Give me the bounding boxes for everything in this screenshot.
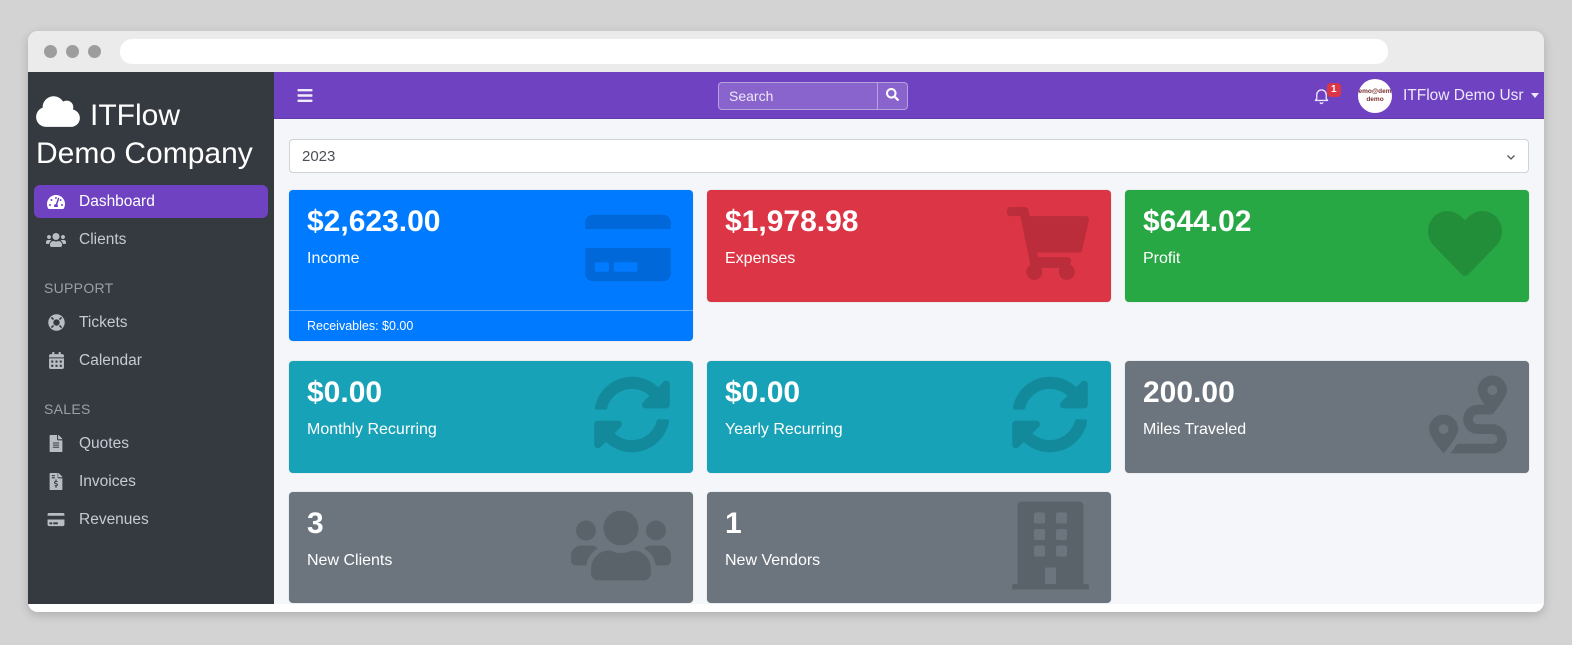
search-group [718, 82, 908, 110]
hamburger-icon[interactable] [296, 87, 314, 104]
life-ring-icon [44, 314, 68, 332]
search-button[interactable] [877, 83, 907, 109]
sidebar-nav: Dashboard Clients SUPPORT Tickets [28, 185, 274, 536]
tachometer-icon [44, 193, 68, 211]
stat-label: Expenses [725, 249, 796, 267]
sidebar-item-dashboard[interactable]: Dashboard [34, 185, 268, 218]
stat-value: $0.00 [725, 376, 801, 409]
sidebar-item-clients[interactable]: Clients [34, 223, 268, 256]
year-select[interactable]: 2023 [289, 139, 1529, 173]
sidebar-item-label: Revenues [79, 510, 149, 528]
user-dropdown[interactable]: ITFlow Demo Usr [1403, 72, 1539, 119]
stat-card-new-vendors: 1 New Vendors [707, 492, 1111, 603]
address-bar[interactable] [120, 39, 1388, 64]
stat-label: Income [307, 249, 360, 267]
stat-value: 3 [307, 507, 324, 540]
stat-card-yearly-recurring: $0.00 Yearly Recurring [707, 361, 1111, 473]
browser-chrome [28, 31, 1544, 72]
sidebar-item-revenues[interactable]: Revenues [34, 503, 268, 536]
sidebar-item-calendar[interactable]: Calendar [34, 344, 268, 377]
sidebar-section-sales: SALES [44, 401, 91, 417]
stat-value: $2,623.00 [307, 205, 441, 238]
sidebar-item-label: Quotes [79, 434, 129, 452]
users-icon [44, 231, 68, 249]
sync-icon [593, 376, 671, 459]
sidebar-item-label: Tickets [79, 313, 128, 331]
window-control-icon[interactable] [88, 45, 101, 58]
window-control-icon[interactable] [44, 45, 57, 58]
stat-card-profit: $644.02 Profit [1125, 190, 1529, 302]
avatar[interactable]: demo@demo demo [1358, 79, 1392, 113]
browser-window: ITFlow Demo Company Dashboard Clients SU… [28, 31, 1544, 612]
heart-icon [1423, 207, 1507, 286]
search-icon [886, 88, 899, 104]
credit-card-icon [585, 210, 671, 291]
sidebar-item-label: Invoices [79, 472, 136, 490]
notifications-button[interactable]: 1 [1312, 83, 1346, 110]
stat-value: $644.02 [1143, 205, 1252, 238]
stat-label: Miles Traveled [1143, 420, 1247, 438]
stat-card-miles-traveled: 200.00 Miles Traveled [1125, 361, 1529, 473]
file-alt-icon [44, 435, 68, 453]
sidebar-item-label: Dashboard [79, 192, 155, 210]
app-viewport: ITFlow Demo Company Dashboard Clients SU… [28, 72, 1544, 604]
sidebar-item-label: Clients [79, 230, 127, 248]
brand[interactable]: ITFlow Demo Company [28, 72, 274, 173]
stat-label: Yearly Recurring [725, 420, 843, 438]
top-navbar: 1 demo@demo demo ITFlow Demo Usr [274, 72, 1544, 119]
bell-icon [1312, 89, 1331, 110]
credit-card-icon [44, 511, 68, 529]
stat-card-income: $2,623.00 Income Receivables: $0.00 [289, 190, 693, 341]
stat-footer: Receivables: $0.00 [289, 310, 693, 341]
stat-label: Monthly Recurring [307, 420, 437, 438]
sidebar: ITFlow Demo Company Dashboard Clients SU… [28, 72, 274, 604]
avatar-text: demo [1366, 96, 1384, 103]
window-control-icon[interactable] [66, 45, 79, 58]
user-name: ITFlow Demo Usr [1403, 86, 1524, 104]
file-invoice-dollar-icon [44, 473, 68, 491]
brand-label: ITFlow Demo Company [36, 99, 253, 170]
search-input[interactable] [719, 83, 877, 109]
stat-label: New Vendors [725, 551, 821, 569]
sync-icon [1011, 376, 1089, 459]
stat-value: 200.00 [1143, 376, 1235, 409]
sidebar-item-tickets[interactable]: Tickets [34, 306, 268, 339]
building-icon [1012, 501, 1089, 594]
sidebar-item-invoices[interactable]: Invoices [34, 465, 268, 498]
main-content: 2023 $2,623.00 Income Receivables: $0.00… [274, 119, 1544, 604]
avatar-text: demo@demo [1358, 88, 1392, 95]
caret-down-icon [1530, 93, 1539, 98]
calendar-icon [44, 352, 68, 370]
stat-label: New Clients [307, 551, 393, 569]
cloud-icon [36, 96, 80, 127]
stat-value: 1 [725, 507, 742, 540]
stat-label: Profit [1143, 249, 1181, 267]
notification-badge: 1 [1327, 83, 1341, 97]
stat-card-expenses: $1,978.98 Expenses [707, 190, 1111, 302]
sidebar-section-support: SUPPORT [44, 280, 114, 296]
year-select-wrap: 2023 [289, 139, 1529, 173]
stat-value: $1,978.98 [725, 205, 859, 238]
route-icon [1429, 375, 1507, 459]
shopping-cart-icon [1007, 207, 1089, 285]
stat-card-new-clients: 3 New Clients [289, 492, 693, 603]
sidebar-item-label: Calendar [79, 351, 142, 369]
users-icon [571, 505, 671, 590]
stat-card-monthly-recurring: $0.00 Monthly Recurring [289, 361, 693, 473]
stat-value: $0.00 [307, 376, 383, 409]
sidebar-item-quotes[interactable]: Quotes [34, 427, 268, 460]
